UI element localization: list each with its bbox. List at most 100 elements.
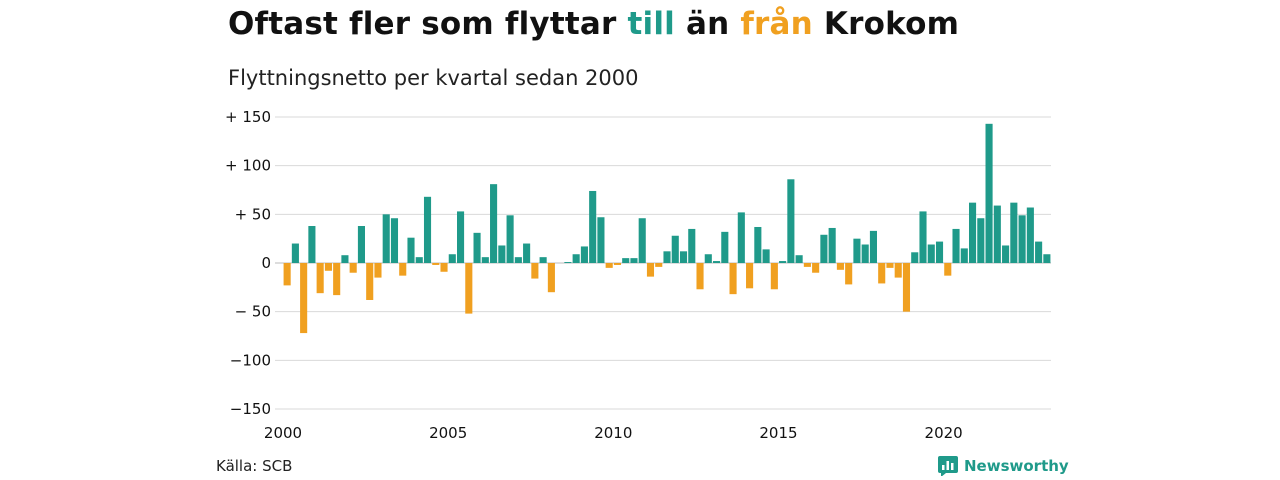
bar-2008-q4 xyxy=(572,254,580,263)
bar-2021-q3 xyxy=(993,205,1001,263)
y-tick-label: + 150 xyxy=(225,108,271,126)
bar-2011-q1 xyxy=(646,263,655,277)
bar-2020-q4 xyxy=(969,202,977,263)
bar-2010-q2 xyxy=(622,258,630,263)
bar-2021-q1 xyxy=(977,218,985,263)
bar-2006-q4 xyxy=(506,215,514,263)
chart-title: Oftast fler som flyttar till än från Kro… xyxy=(228,6,959,42)
bar-2005-q3 xyxy=(465,263,473,314)
bar-2016-q2 xyxy=(820,234,828,263)
x-tick-label: 2015 xyxy=(759,424,797,442)
bar-2014-q2 xyxy=(754,226,762,263)
bar-2010-q4 xyxy=(638,218,646,263)
bar-2003-q3 xyxy=(399,263,407,276)
x-tick-label: 2000 xyxy=(264,424,302,442)
chart-subtitle: Flyttningsnetto per kvartal sedan 2000 xyxy=(228,66,639,90)
y-tick-label: + 100 xyxy=(225,157,271,175)
bar-2003-q1 xyxy=(382,214,390,263)
bar-2015-q1 xyxy=(779,261,787,263)
bar-2007-q2 xyxy=(523,243,531,263)
bar-2003-q2 xyxy=(390,218,399,263)
bar-2022-q3 xyxy=(1026,207,1034,263)
x-tick-label: 2010 xyxy=(594,424,632,442)
bars xyxy=(283,123,1051,334)
x-tick-label: 2005 xyxy=(429,424,467,442)
bar-2019-q1 xyxy=(911,252,919,263)
bar-2009-q3 xyxy=(597,217,605,263)
y-tick-label: − 50 xyxy=(235,303,271,321)
bar-2014-q3 xyxy=(762,249,770,263)
x-tick-label: 2020 xyxy=(925,424,963,442)
bar-2002-q2 xyxy=(357,226,365,263)
bar-2018-q4 xyxy=(902,263,911,312)
bar-2011-q3 xyxy=(663,251,671,263)
bar-2017-q1 xyxy=(845,263,853,285)
bar-2012-q4 xyxy=(704,254,712,263)
brand-name: Newsworthy xyxy=(964,457,1069,475)
bar-2015-q2 xyxy=(787,179,795,263)
y-tick-label: −100 xyxy=(230,351,271,369)
bar-2011-q2 xyxy=(655,263,663,267)
bar-2005-q1 xyxy=(448,254,456,263)
bar-2000-q4 xyxy=(308,226,316,263)
bar-2010-q3 xyxy=(630,258,638,263)
bar-2004-q4 xyxy=(440,263,448,272)
bar-2000-q2 xyxy=(291,243,299,263)
bar-2009-q1 xyxy=(580,246,588,263)
bar-2001-q1 xyxy=(316,263,324,294)
bar-2019-q4 xyxy=(935,241,944,263)
bar-2013-q1 xyxy=(713,261,721,263)
y-tick-label: + 50 xyxy=(235,205,271,223)
bar-2000-q3 xyxy=(300,263,308,334)
y-axis-ticks: + 150 + 100 + 50 0 − 50 −100 −150 xyxy=(225,108,271,418)
bar-2009-q2 xyxy=(589,190,597,263)
bar-2012-q3 xyxy=(696,263,704,290)
bar-2008-q3 xyxy=(564,262,572,263)
bar-chart: + 150 + 100 + 50 0 − 50 −100 −150 2000 2005 2010… xyxy=(225,108,1051,442)
bar-2005-q2 xyxy=(457,211,465,263)
bar-2020-q3 xyxy=(960,248,968,263)
bar-2006-q2 xyxy=(490,184,498,263)
bar-2011-q4 xyxy=(671,235,679,263)
title-fran-word: från xyxy=(740,6,813,42)
bar-2001-q3 xyxy=(333,263,341,296)
bar-2005-q4 xyxy=(473,232,481,263)
bar-2012-q2 xyxy=(688,228,696,263)
bar-2008-q1 xyxy=(547,263,555,293)
bar-2001-q4 xyxy=(341,255,349,263)
bar-2002-q4 xyxy=(374,263,382,278)
bar-2012-q1 xyxy=(679,251,688,263)
x-axis-ticks: 2000 2005 2010 2015 2020 xyxy=(264,424,963,442)
bar-2019-q2 xyxy=(919,211,927,263)
bar-2020-q2 xyxy=(952,228,960,263)
bar-2006-q1 xyxy=(481,257,489,263)
y-tick-label: −150 xyxy=(230,400,271,418)
bar-2010-q1 xyxy=(613,263,621,265)
bar-2015-q4 xyxy=(803,263,811,267)
bar-2019-q3 xyxy=(927,244,935,263)
bar-2007-q4 xyxy=(539,257,547,263)
bar-2017-q2 xyxy=(853,238,861,263)
bar-2007-q1 xyxy=(514,257,522,263)
bar-2001-q2 xyxy=(324,263,332,271)
bar-2004-q1 xyxy=(415,257,423,263)
bar-2004-q3 xyxy=(432,263,440,265)
title-till-word: till xyxy=(627,6,675,42)
bar-2016-q4 xyxy=(836,263,844,270)
title-part-2: än xyxy=(674,6,741,42)
bar-2017-q4 xyxy=(869,230,877,263)
bar-2006-q3 xyxy=(498,245,506,263)
bar-2014-q1 xyxy=(746,263,754,289)
bar-2021-q4 xyxy=(1002,245,1010,263)
source-note: Källa: SCB xyxy=(216,457,293,475)
bar-2017-q3 xyxy=(861,244,869,263)
bar-2018-q2 xyxy=(886,263,894,268)
bar-2009-q4 xyxy=(605,263,613,268)
bar-2002-q1 xyxy=(349,263,357,273)
bar-2004-q2 xyxy=(423,196,432,263)
bar-2022-q2 xyxy=(1018,215,1026,263)
bar-2013-q3 xyxy=(729,263,737,295)
bar-2013-q2 xyxy=(721,231,729,263)
bar-2021-q2 xyxy=(985,123,993,263)
y-tick-label: 0 xyxy=(261,254,271,272)
